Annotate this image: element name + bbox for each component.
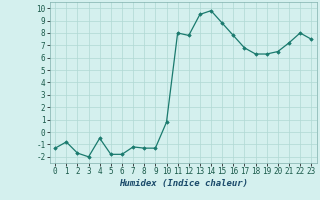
X-axis label: Humidex (Indice chaleur): Humidex (Indice chaleur) [119,179,248,188]
